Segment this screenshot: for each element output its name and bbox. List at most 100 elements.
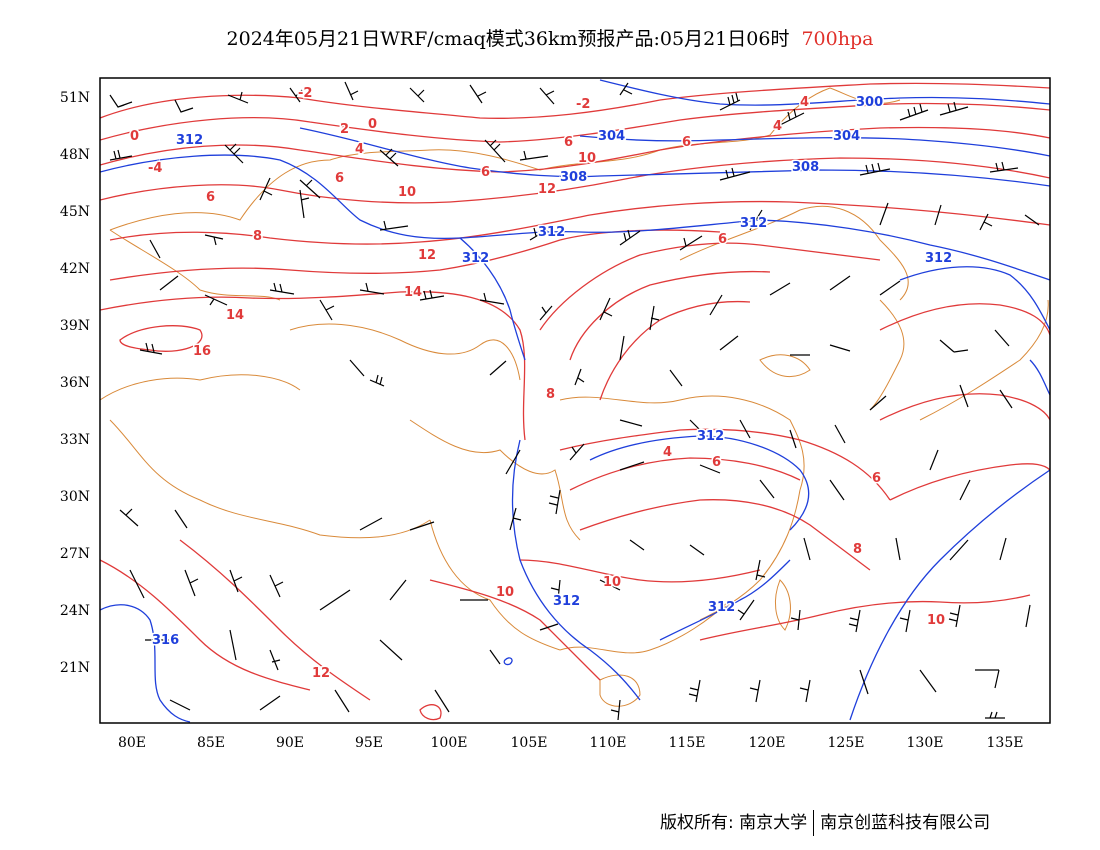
- temp-label: 10: [578, 151, 596, 166]
- wind-barb: [779, 108, 805, 126]
- temp-label: 8: [853, 542, 862, 557]
- wind-barb: [224, 143, 244, 164]
- wind-barb: [1025, 604, 1031, 628]
- wind-barb: [1024, 214, 1040, 226]
- height-label: 300: [856, 95, 883, 110]
- wind-barb: [629, 539, 645, 551]
- lon-label: 105E: [511, 735, 548, 751]
- wind-barb: [349, 359, 365, 377]
- temp-contour: [879, 393, 1050, 421]
- height-contour-east-sea: [1029, 359, 1050, 396]
- wind-barb: [829, 344, 851, 352]
- height-label: 304: [598, 129, 625, 144]
- temp-label: 10: [398, 185, 416, 200]
- lat-label: 24N: [60, 603, 90, 619]
- border-taiwan: [774, 579, 791, 631]
- lon-label: 85E: [197, 735, 225, 751]
- wind-barb: [610, 699, 621, 721]
- temp-contour: [539, 242, 881, 331]
- wind-barb: [574, 368, 585, 386]
- wind-barb: [529, 227, 551, 241]
- temperature-contours: [100, 82, 1050, 721]
- wind-barb: [369, 374, 385, 387]
- lon-label: 120E: [749, 735, 786, 751]
- lon-label: 80E: [118, 735, 146, 751]
- wind-barb: [269, 282, 295, 295]
- lat-label: 30N: [60, 489, 90, 505]
- wind-barb: [934, 204, 942, 226]
- temp-contour: [100, 559, 311, 691]
- temp-label: 2: [340, 122, 349, 137]
- wind-barb: [619, 461, 645, 471]
- temp-contour: [599, 300, 751, 401]
- wind-barb: [379, 220, 409, 231]
- border-korea: [869, 299, 905, 411]
- title-main: 2024年05月21日WRF/cmaq模式36km预报产品:05月21日06时: [226, 28, 790, 50]
- wind-barb: [469, 84, 487, 104]
- wind-barb: [879, 202, 889, 226]
- lat-label: 48N: [60, 147, 90, 163]
- height-contour-312-coast: [659, 559, 791, 641]
- temp-label: 4: [800, 95, 809, 110]
- footer-owner: 版权所有: 南京大学: [660, 813, 808, 833]
- wind-barb: [489, 360, 507, 376]
- wind-barb: [259, 695, 281, 711]
- height-contour-312-dip: [459, 237, 526, 361]
- wind-barb: [848, 609, 861, 633]
- lon-label: 95E: [355, 735, 383, 751]
- wind-barb: [139, 342, 163, 355]
- temp-label: 0: [130, 129, 139, 144]
- wind-barb: [389, 579, 407, 601]
- chart-title: 2024年05月21日WRF/cmaq模式36km预报产品:05月21日06时 7…: [0, 24, 1100, 51]
- temp-contour: [569, 270, 771, 361]
- wind-barb: [769, 282, 791, 296]
- wind-barb: [669, 369, 683, 387]
- temp-label: 0: [368, 117, 377, 132]
- temp-contour: [699, 594, 1031, 641]
- wind-barb: [109, 149, 133, 161]
- temp-label: 6: [206, 190, 215, 205]
- temp-label: 6: [564, 135, 573, 150]
- wind-barb: [979, 213, 993, 231]
- wind-barb: [899, 103, 929, 121]
- height-label: 312: [553, 594, 580, 609]
- lon-label: 135E: [987, 735, 1024, 751]
- wind-barb: [975, 669, 1000, 689]
- wind-barb: [919, 669, 937, 693]
- temp-label: 6: [481, 165, 490, 180]
- height-label: 312: [740, 216, 767, 231]
- wind-barb: [619, 419, 643, 427]
- wind-barb: [829, 275, 851, 291]
- temp-label: 10: [496, 585, 514, 600]
- temp-label: 8: [546, 387, 555, 402]
- wind-barb: [299, 189, 310, 219]
- wind-barb: [985, 711, 1005, 719]
- temp-label: 6: [335, 171, 344, 186]
- temp-label: 4: [355, 142, 364, 157]
- wind-barb: [689, 419, 703, 433]
- map-frame: [99, 77, 1051, 724]
- wind-barbs: [109, 81, 1040, 721]
- wind-barb: [227, 91, 249, 104]
- temp-contour: [100, 126, 1050, 173]
- wind-barb: [269, 649, 281, 671]
- footer-divider: [813, 810, 815, 836]
- temp-contour: [519, 559, 761, 583]
- wind-barb: [548, 489, 561, 515]
- height-contour-312-east: [849, 469, 1050, 721]
- border-xinjiang-south: [100, 374, 301, 401]
- lon-label: 110E: [590, 735, 627, 751]
- wind-barb: [229, 629, 237, 661]
- wind-barb: [939, 339, 969, 353]
- temp-label: 6: [718, 232, 727, 247]
- lon-label: 130E: [907, 735, 944, 751]
- lon-label: 115E: [669, 735, 706, 751]
- wind-barb: [959, 384, 969, 408]
- border-sichuan: [409, 419, 581, 541]
- wind-barb: [899, 609, 911, 633]
- lon-label: 125E: [828, 735, 865, 751]
- wind-barb: [299, 179, 321, 199]
- wind-barb: [379, 148, 399, 167]
- wind-barb: [159, 275, 179, 291]
- wind-barb: [619, 335, 625, 361]
